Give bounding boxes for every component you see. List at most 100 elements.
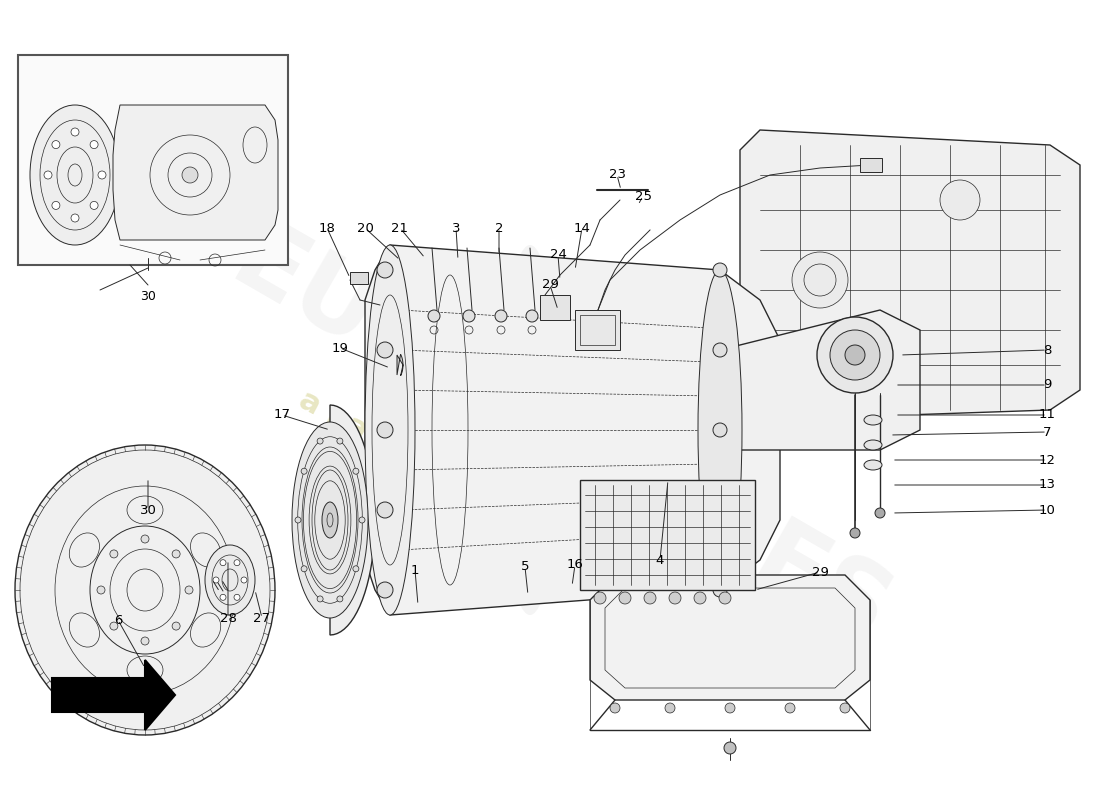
Bar <box>350 272 368 284</box>
Ellipse shape <box>337 438 343 444</box>
Ellipse shape <box>713 423 727 437</box>
Bar <box>860 158 882 172</box>
Text: 6: 6 <box>113 614 122 626</box>
Text: 24: 24 <box>550 249 566 262</box>
Ellipse shape <box>234 594 240 600</box>
Ellipse shape <box>845 345 865 365</box>
Text: 23: 23 <box>608 169 626 182</box>
Text: EUROSPARES: EUROSPARES <box>214 213 905 667</box>
Ellipse shape <box>182 167 198 183</box>
Ellipse shape <box>713 263 727 277</box>
Text: 30: 30 <box>140 503 156 517</box>
Text: 29: 29 <box>812 566 828 578</box>
Text: a passion for parts since 1975: a passion for parts since 1975 <box>294 386 766 654</box>
Text: 9: 9 <box>1043 378 1052 391</box>
Bar <box>18 55 288 265</box>
Ellipse shape <box>205 545 255 615</box>
Ellipse shape <box>377 422 393 438</box>
Ellipse shape <box>72 128 79 136</box>
Ellipse shape <box>594 592 606 604</box>
Ellipse shape <box>428 310 440 322</box>
Ellipse shape <box>377 262 393 278</box>
Ellipse shape <box>698 270 742 590</box>
Ellipse shape <box>495 310 507 322</box>
Ellipse shape <box>317 438 323 444</box>
Ellipse shape <box>713 503 727 517</box>
Ellipse shape <box>864 440 882 450</box>
Ellipse shape <box>97 586 104 594</box>
Ellipse shape <box>644 592 656 604</box>
Ellipse shape <box>940 180 980 220</box>
Ellipse shape <box>30 105 120 245</box>
Ellipse shape <box>185 586 192 594</box>
Text: 18: 18 <box>319 222 336 234</box>
Polygon shape <box>720 310 920 450</box>
Text: 7: 7 <box>1043 426 1052 438</box>
Ellipse shape <box>666 703 675 713</box>
Ellipse shape <box>52 141 59 149</box>
Polygon shape <box>113 105 278 240</box>
Bar <box>575 310 620 350</box>
Ellipse shape <box>694 592 706 604</box>
Ellipse shape <box>500 245 560 615</box>
Text: 11: 11 <box>1038 409 1056 422</box>
Ellipse shape <box>619 592 631 604</box>
Text: 20: 20 <box>356 222 373 234</box>
Bar <box>580 315 615 345</box>
Ellipse shape <box>15 445 275 735</box>
Ellipse shape <box>463 310 475 322</box>
Ellipse shape <box>322 502 338 538</box>
Ellipse shape <box>610 703 620 713</box>
Polygon shape <box>52 660 175 730</box>
Ellipse shape <box>110 622 118 630</box>
Ellipse shape <box>172 550 180 558</box>
Ellipse shape <box>141 535 149 543</box>
Ellipse shape <box>353 566 359 572</box>
Polygon shape <box>590 575 870 700</box>
Ellipse shape <box>98 171 106 179</box>
Text: 4: 4 <box>656 554 664 566</box>
Ellipse shape <box>172 622 180 630</box>
Ellipse shape <box>337 596 343 602</box>
Ellipse shape <box>669 592 681 604</box>
Ellipse shape <box>365 245 415 615</box>
Ellipse shape <box>72 214 79 222</box>
Ellipse shape <box>830 330 880 380</box>
Text: 29: 29 <box>541 278 559 291</box>
Ellipse shape <box>850 528 860 538</box>
Ellipse shape <box>817 317 893 393</box>
Polygon shape <box>740 130 1080 420</box>
Text: 19: 19 <box>331 342 349 354</box>
Ellipse shape <box>874 508 886 518</box>
Text: 30: 30 <box>140 290 156 303</box>
Ellipse shape <box>377 502 393 518</box>
Ellipse shape <box>317 596 323 602</box>
Ellipse shape <box>526 310 538 322</box>
Ellipse shape <box>724 742 736 754</box>
Polygon shape <box>397 354 403 376</box>
Ellipse shape <box>353 468 359 474</box>
Ellipse shape <box>377 582 393 598</box>
Text: 14: 14 <box>573 222 591 234</box>
Ellipse shape <box>220 594 225 600</box>
Text: 28: 28 <box>220 611 236 625</box>
Ellipse shape <box>90 141 98 149</box>
Polygon shape <box>365 245 780 615</box>
Text: 21: 21 <box>392 222 408 234</box>
Text: 5: 5 <box>520 561 529 574</box>
Polygon shape <box>330 405 375 635</box>
Ellipse shape <box>295 517 301 523</box>
Ellipse shape <box>241 577 248 583</box>
Text: 10: 10 <box>1038 503 1055 517</box>
Ellipse shape <box>52 202 59 210</box>
Text: 3: 3 <box>452 222 460 234</box>
Ellipse shape <box>141 637 149 645</box>
Text: 1: 1 <box>410 563 419 577</box>
Ellipse shape <box>719 592 732 604</box>
Bar <box>580 480 755 590</box>
Ellipse shape <box>785 703 795 713</box>
Ellipse shape <box>864 460 882 470</box>
Text: 12: 12 <box>1038 454 1056 466</box>
Text: 25: 25 <box>635 190 651 202</box>
Ellipse shape <box>90 202 98 210</box>
